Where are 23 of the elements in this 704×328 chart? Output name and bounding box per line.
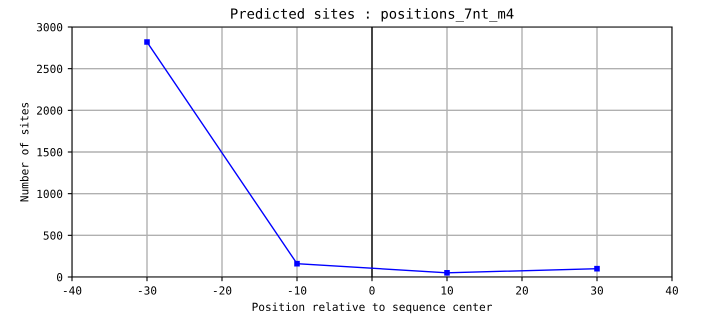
y-tick-label: 3000 — [36, 23, 62, 32]
x-tick-label: 0 — [369, 286, 375, 295]
x-axis-title: Position relative to sequence center — [252, 302, 492, 314]
x-tick-label: -40 — [64, 286, 82, 295]
chart-title: Predicted sites : positions_7nt_m4 — [231, 8, 514, 22]
x-tick-label: 10 — [442, 286, 453, 295]
y-tick-label: 2000 — [37, 106, 62, 115]
x-tick-label: -30 — [138, 286, 156, 295]
point — [594, 266, 600, 272]
y-tick-label: 1000 — [38, 190, 62, 198]
x-tick-label: -20 — [214, 286, 232, 295]
y-tick-label: 500 — [44, 231, 62, 240]
point — [144, 39, 150, 45]
y-tick-label: 2500 — [37, 64, 62, 74]
x-tick-label: -10 — [288, 286, 306, 295]
y-axis-title: Number of sites — [20, 102, 29, 202]
x-tick-label: 40 — [666, 286, 678, 295]
point — [444, 270, 450, 276]
x-tick-label: 30 — [591, 286, 603, 295]
y-tick-label: 0 — [57, 273, 62, 282]
y-tick-label: 1500 — [38, 148, 62, 156]
x-tick-label: 20 — [516, 286, 528, 295]
point — [294, 260, 300, 266]
